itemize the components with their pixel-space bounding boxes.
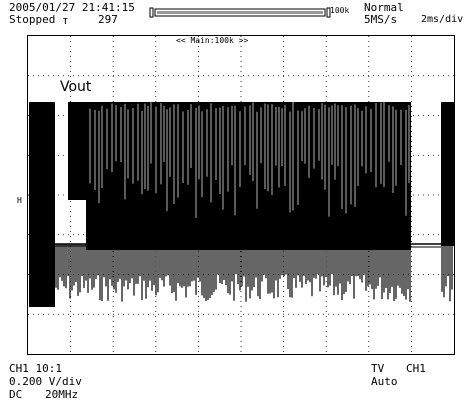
record-bar-fill (157, 11, 323, 14)
record-length-bar (149, 7, 331, 18)
trigger-mode-readout: Normal (364, 1, 404, 14)
sample-rate-readout: 5MS/s (364, 13, 398, 26)
trigger-type-readout: TV (371, 362, 385, 375)
graticule-frame (27, 35, 455, 355)
record-length-label: 100k (330, 6, 350, 15)
zoom-window-label: << Main:100k >> (176, 36, 249, 45)
channel-probe-readout: CH1 10:1 (9, 362, 62, 375)
signal-label: Vout (60, 79, 92, 95)
vout-waveform (29, 102, 454, 307)
acquisition-status: Stopped (9, 13, 56, 26)
trigger-auto-readout: Auto (371, 375, 398, 388)
acquisition-count: 297 (98, 13, 118, 26)
volts-div-readout: 0.200 V/div (9, 375, 82, 388)
datetime-readout: 2005/01/27 21:41:15 (9, 1, 135, 14)
coupling-readout: DC (9, 388, 23, 401)
ground-level-marker: H (17, 196, 22, 205)
trigger-source-readout: CH1 (406, 362, 426, 375)
bandwidth-readout: 20MHz (45, 388, 79, 401)
time-div-readout: 2ms/div (421, 14, 464, 25)
trigger-slope-icon: т (62, 14, 69, 27)
